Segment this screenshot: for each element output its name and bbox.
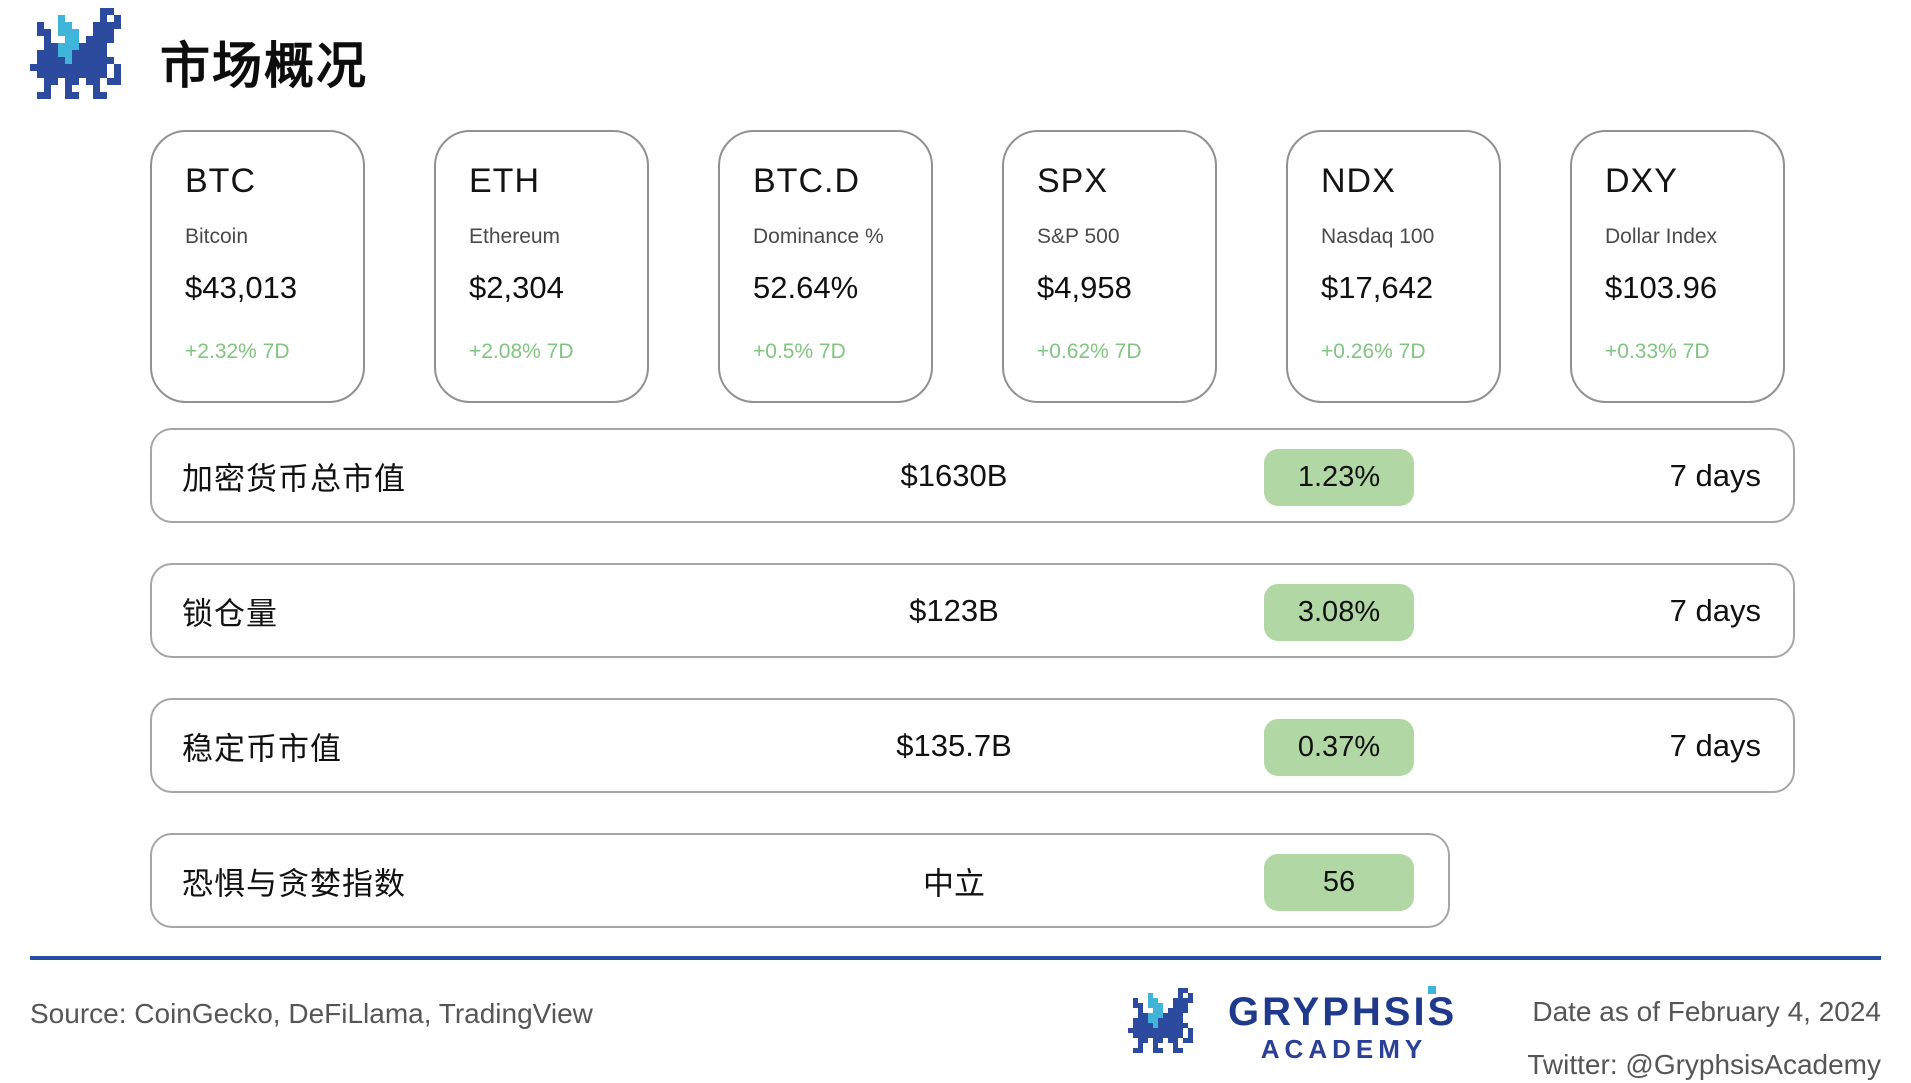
date-text: Date as of February 4, 2024	[1532, 996, 1881, 1027]
change-badge: 3.08%	[1264, 584, 1414, 641]
ticker-symbol: BTC.D	[753, 162, 860, 200]
ticker-value: $43,013	[185, 270, 298, 305]
ticker-change: +2.08% 7D	[469, 340, 574, 363]
ticker-change: +0.62% 7D	[1037, 340, 1142, 363]
brand-block: GRYPHSIS ACADEMY	[1128, 986, 1468, 1076]
metric-value: $135.7B	[896, 727, 1012, 763]
ticker-card: DXY Dollar Index $103.96 +0.33% 7D	[1570, 130, 1785, 403]
ticker-change: +0.33% 7D	[1605, 340, 1710, 363]
ticker-name: Ethereum	[469, 225, 561, 248]
ticker-card: BTC.D Dominance % 52.64% +0.5% 7D	[718, 130, 933, 403]
change-badge: 0.37%	[1264, 719, 1414, 776]
metric-value: $1630B	[900, 457, 1008, 493]
ticker-symbol: DXY	[1605, 162, 1678, 200]
dragon-logo-icon	[30, 8, 130, 102]
dragon-logo-icon	[1128, 988, 1194, 1066]
metric-label: 锁仓量	[182, 596, 278, 631]
metric-period: 7 days	[1669, 727, 1761, 763]
metric-label: 加密货币总市值	[182, 461, 406, 496]
metric-row: 恐惧与贪婪指数 中立 56	[150, 833, 1450, 928]
metric-value: 中立	[923, 866, 985, 901]
cyan-dot-icon	[1428, 986, 1436, 994]
ticker-value: 52.64%	[753, 270, 859, 305]
metric-period: 7 days	[1669, 592, 1761, 628]
change-badge: 56	[1264, 854, 1414, 911]
metric-label: 稳定币市值	[182, 731, 342, 766]
ticker-value: $17,642	[1321, 270, 1434, 305]
ticker-value: $103.96	[1605, 270, 1718, 305]
ticker-value: $4,958	[1037, 270, 1132, 305]
page-title: 市场概况	[160, 38, 368, 94]
ticker-name: S&P 500	[1037, 225, 1120, 248]
ticker-name: Nasdaq 100	[1321, 225, 1435, 248]
ticker-name: Dollar Index	[1605, 225, 1718, 248]
source-text: Source: CoinGecko, DeFiLlama, TradingVie…	[30, 998, 593, 1029]
metric-label: 恐惧与贪婪指数	[182, 866, 406, 901]
ticker-symbol: NDX	[1321, 162, 1396, 200]
ticker-name: Bitcoin	[185, 225, 249, 248]
metric-row: 加密货币总市值 $1630B 1.23% 7 days	[150, 428, 1795, 523]
ticker-symbol: SPX	[1037, 162, 1109, 200]
change-badge: 1.23%	[1264, 449, 1414, 506]
twitter-text: Twitter: @GryphsisAcademy	[1527, 1049, 1881, 1080]
ticker-card: ETH Ethereum $2,304 +2.08% 7D	[434, 130, 649, 403]
footer-divider	[30, 956, 1881, 960]
metric-period: 7 days	[1669, 457, 1761, 493]
brand-name: GRYPHSIS	[1228, 990, 1458, 1034]
ticker-symbol: BTC	[185, 162, 256, 200]
ticker-change: +0.26% 7D	[1321, 340, 1426, 363]
metric-row: 锁仓量 $123B 3.08% 7 days	[150, 563, 1795, 658]
ticker-name: Dominance %	[753, 225, 884, 248]
ticker-symbol: ETH	[469, 162, 540, 200]
metric-rows: 加密货币总市值 $1630B 1.23% 7 days 锁仓量 $123B 3.…	[150, 428, 1795, 968]
ticker-change: +2.32% 7D	[185, 340, 290, 363]
ticker-change: +0.5% 7D	[753, 340, 846, 363]
metric-value: $123B	[909, 592, 999, 628]
ticker-cards: BTC Bitcoin $43,013 +2.32% 7D ETH Ethere…	[150, 130, 1785, 403]
ticker-value: $2,304	[469, 270, 564, 305]
footer-meta: Date as of February 4, 2024 Twitter: @Gr…	[1527, 996, 1881, 1081]
metric-row: 稳定币市值 $135.7B 0.37% 7 days	[150, 698, 1795, 793]
ticker-card: SPX S&P 500 $4,958 +0.62% 7D	[1002, 130, 1217, 403]
ticker-card: BTC Bitcoin $43,013 +2.32% 7D	[150, 130, 365, 403]
brand-subtitle: ACADEMY	[1260, 1034, 1428, 1064]
ticker-card: NDX Nasdaq 100 $17,642 +0.26% 7D	[1286, 130, 1501, 403]
